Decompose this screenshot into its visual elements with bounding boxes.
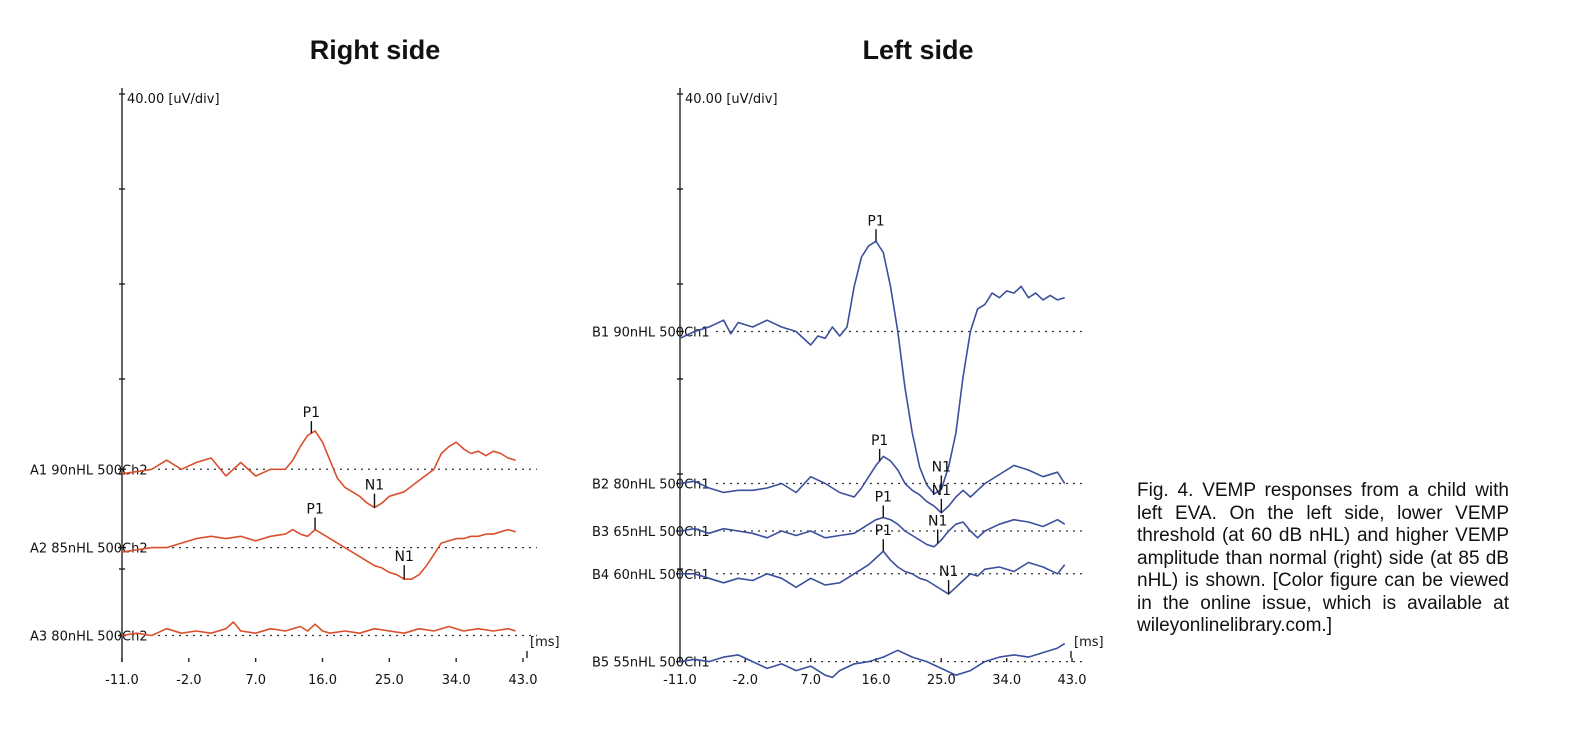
trace-group: B3 65nHL 500Ch1 P1 N1 bbox=[592, 489, 1086, 548]
trace-group: B5 55nHL 500Ch1 bbox=[592, 642, 1086, 679]
x-tick-label: 43.0 bbox=[509, 673, 538, 688]
y-scale-label: 40.00 [uV/div] bbox=[685, 92, 778, 107]
trace-line bbox=[121, 528, 516, 581]
peak-label: N1 bbox=[365, 478, 384, 494]
x-tick-label: 16.0 bbox=[862, 673, 891, 688]
peak-label: P1 bbox=[871, 433, 888, 449]
x-tick-label: -2.0 bbox=[176, 673, 201, 688]
x-tick-label: 7.0 bbox=[800, 673, 821, 688]
peak-label: P1 bbox=[875, 523, 892, 539]
panel-title: Right side bbox=[310, 35, 441, 65]
peak-label: N1 bbox=[939, 564, 958, 580]
trace-group: B1 90nHL 500Ch1 P1 N1 bbox=[592, 213, 1086, 495]
peak-label: P1 bbox=[867, 213, 884, 229]
left-side-panel: Left side 40.00 [uV/div] -11.0 -2.0 7.0 16.0 2… bbox=[592, 35, 1104, 688]
trace-group: A3 80nHL 500Ch2 bbox=[30, 621, 537, 645]
x-tick-label: 43.0 bbox=[1058, 673, 1087, 688]
trace-label: A2 85nHL 500Ch2 bbox=[30, 542, 148, 557]
trace-line bbox=[121, 430, 516, 509]
trace-line bbox=[679, 642, 1066, 679]
trace-label: B1 90nHL 500Ch1 bbox=[592, 326, 710, 341]
x-tick-label: 7.0 bbox=[245, 673, 266, 688]
right-side-panel: Right side 40.00 [uV/div] -11.0 -2.0 7.0 16.0… bbox=[30, 35, 560, 688]
trace-group: B2 80nHL 500Ch1 P1 N1 bbox=[592, 433, 1086, 514]
peak-label: N1 bbox=[932, 459, 951, 475]
trace-line bbox=[679, 240, 1065, 495]
x-unit-label: [ms] bbox=[1074, 635, 1104, 650]
x-tick-label: 25.0 bbox=[375, 673, 404, 688]
x-tick-label: 16.0 bbox=[308, 673, 337, 688]
trace-label: A3 80nHL 500Ch2 bbox=[30, 630, 148, 645]
x-tick-label: 34.0 bbox=[992, 673, 1021, 688]
trace-group: B4 60nHL 500Ch1 P1 N1 bbox=[592, 523, 1086, 595]
peak-label: N1 bbox=[394, 549, 413, 565]
panel-title: Left side bbox=[862, 35, 973, 65]
trace-line bbox=[679, 516, 1066, 548]
trace-label: B3 65nHL 500Ch1 bbox=[592, 525, 710, 540]
x-tick-label: -11.0 bbox=[105, 673, 139, 688]
x-tick-label: -2.0 bbox=[733, 673, 758, 688]
x-tick-label: -11.0 bbox=[663, 673, 697, 688]
trace-line bbox=[679, 455, 1066, 514]
peak-label: N1 bbox=[928, 513, 947, 529]
x-tick-label: 34.0 bbox=[442, 673, 471, 688]
peak-label: P1 bbox=[303, 405, 320, 421]
x-tick-label: 25.0 bbox=[927, 673, 956, 688]
trace-group: A2 85nHL 500Ch2 P1 N1 bbox=[30, 502, 537, 581]
x-unit-label: [ms] bbox=[530, 635, 560, 650]
figure-caption: Fig. 4. VEMP responses from a child with… bbox=[1137, 480, 1509, 636]
trace-line bbox=[680, 550, 1066, 595]
trace-group: A1 90nHL 500Ch2 P1 N1 bbox=[30, 405, 537, 509]
y-scale-label: 40.00 [uV/div] bbox=[127, 92, 220, 107]
trace-label: B5 55nHL 500Ch1 bbox=[592, 656, 710, 671]
peak-label: P1 bbox=[306, 502, 323, 518]
peak-label: N1 bbox=[932, 483, 951, 499]
trace-label: A1 90nHL 500Ch2 bbox=[30, 463, 148, 478]
peak-label: P1 bbox=[875, 489, 892, 505]
trace-label: B2 80nHL 500Ch1 bbox=[592, 478, 710, 493]
trace-label: B4 60nHL 500Ch1 bbox=[592, 568, 710, 583]
trace-line bbox=[121, 621, 516, 637]
